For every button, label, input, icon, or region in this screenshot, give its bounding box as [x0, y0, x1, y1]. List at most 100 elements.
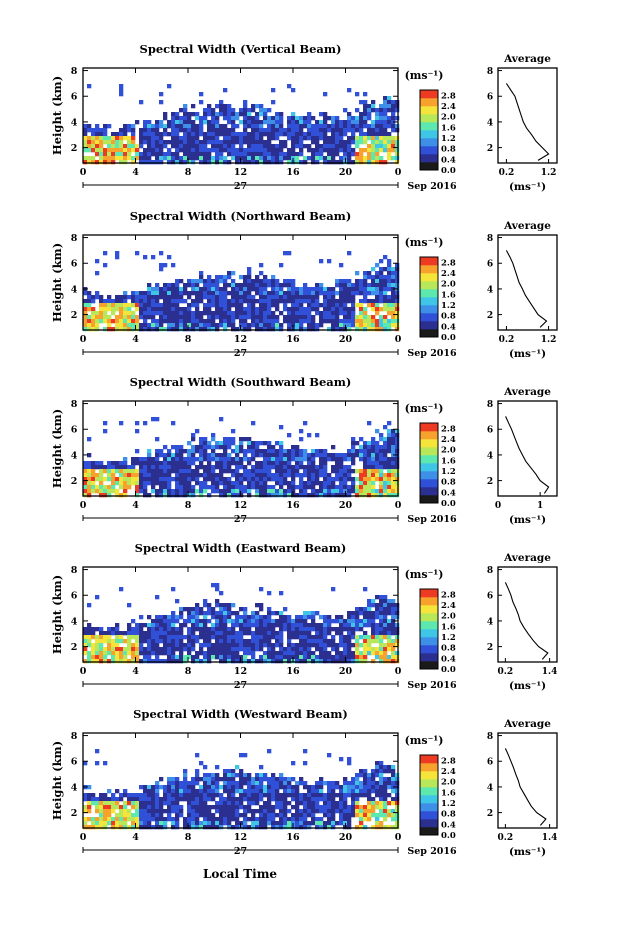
colorbar-frame — [419, 422, 439, 504]
heatmap-cell — [151, 643, 156, 648]
heatmap-cell — [159, 639, 164, 644]
heatmap-cell — [83, 805, 88, 810]
heatmap-cell — [111, 647, 116, 652]
heatmap-cell — [287, 647, 292, 652]
heatmap-cell — [135, 327, 140, 332]
heatmap-cell — [303, 655, 308, 660]
heatmap-cell — [235, 283, 240, 288]
heatmap-cell — [259, 477, 264, 482]
heatmap-cell — [139, 457, 144, 462]
y-tick-label: 6 — [71, 92, 78, 103]
heatmap-cell — [231, 132, 236, 137]
heatmap-cell — [87, 299, 92, 304]
heatmap-cell — [247, 659, 252, 664]
heatmap-cell — [215, 457, 220, 462]
heatmap-cell — [375, 327, 380, 332]
heatmap-cell — [131, 651, 136, 656]
heatmap-cell — [323, 813, 328, 818]
heatmap-cell — [191, 801, 196, 806]
heatmap-cell — [159, 263, 164, 268]
heatmap-cell — [275, 631, 280, 636]
heatmap-cell — [279, 473, 284, 478]
heatmap-cell — [359, 112, 364, 117]
heatmap-cell — [227, 160, 232, 165]
heatmap-cell — [239, 156, 244, 161]
heatmap-cell — [371, 437, 376, 442]
heatmap-cell — [167, 319, 172, 324]
heatmap-cell — [355, 124, 360, 129]
heatmap-cell — [287, 251, 292, 256]
heatmap-cell — [331, 785, 336, 790]
heatmap-cell — [231, 785, 236, 790]
heatmap-cell — [127, 801, 132, 806]
colorbar-swatch — [420, 455, 438, 464]
heatmap-cell — [211, 136, 216, 141]
heatmap-cell — [183, 623, 188, 628]
heatmap-cell — [219, 635, 224, 640]
heatmap-cell — [211, 611, 216, 616]
heatmap-cell — [163, 128, 168, 133]
heatmap-cell — [359, 635, 364, 640]
heatmap-cell — [363, 465, 368, 470]
heatmap-cell — [215, 275, 220, 280]
heatmap-cell — [327, 124, 332, 129]
heatmap-cell — [391, 611, 396, 616]
colorbar-swatch — [420, 431, 438, 440]
heatmap-cell — [95, 821, 100, 826]
heatmap-cell — [323, 160, 328, 165]
heatmap-cell — [267, 623, 272, 628]
heatmap-cell — [371, 825, 376, 830]
heatmap-cell — [347, 144, 352, 149]
heatmap-cell — [115, 647, 120, 652]
heatmap-cell — [143, 156, 148, 161]
heatmap-cell — [287, 136, 292, 141]
heatmap-cell — [379, 635, 384, 640]
heatmap-cell — [335, 781, 340, 786]
colorbar-swatch — [420, 321, 438, 330]
heatmap-cell — [283, 651, 288, 656]
heatmap-cell — [283, 307, 288, 312]
heatmap-cell — [255, 809, 260, 814]
heatmap-cell — [187, 619, 192, 624]
heatmap-cell — [199, 659, 204, 664]
heatmap-cell — [147, 291, 152, 296]
panel-title: Spectral Width (Vertical Beam) — [140, 42, 342, 56]
heatmap-cell — [163, 465, 168, 470]
heatmap-cell — [359, 453, 364, 458]
heatmap-cell — [311, 140, 316, 145]
heatmap-cell — [163, 639, 168, 644]
heatmap-cell — [307, 132, 312, 137]
heatmap-cell — [163, 295, 168, 300]
heatmap-cell — [155, 323, 160, 328]
heatmap-cell — [259, 781, 264, 786]
heatmap-cell — [355, 156, 360, 161]
heatmap-cell — [267, 465, 272, 470]
heatmap-cell — [367, 461, 372, 466]
heatmap-cell — [87, 603, 92, 608]
heatmap-cell — [223, 311, 228, 316]
heatmap-cell — [291, 449, 296, 454]
heatmap-cell — [191, 809, 196, 814]
heatmap-cell — [231, 485, 236, 490]
heatmap-cell — [147, 453, 152, 458]
heatmap-cell — [215, 639, 220, 644]
heatmap-cell — [191, 639, 196, 644]
heatmap-cell — [187, 120, 192, 125]
profile-x-label: (ms⁻¹) — [509, 181, 546, 193]
heatmap-cell — [327, 299, 332, 304]
colorbar-unit: (ms⁻¹) — [405, 568, 444, 581]
heatmap-cell — [279, 647, 284, 652]
heatmap-cell — [359, 291, 364, 296]
heatmap-cell — [179, 813, 184, 818]
heatmap-cell — [87, 124, 92, 129]
heatmap-cell — [339, 797, 344, 802]
heatmap-cell — [351, 813, 356, 818]
heatmap-cell — [247, 805, 252, 810]
heatmap-cell — [155, 287, 160, 292]
heatmap-cell — [159, 477, 164, 482]
heatmap-cell — [343, 283, 348, 288]
heatmap-cell — [227, 801, 232, 806]
heatmap-cell — [279, 457, 284, 462]
heatmap-cell — [363, 457, 368, 462]
heatmap-cell — [203, 323, 208, 328]
